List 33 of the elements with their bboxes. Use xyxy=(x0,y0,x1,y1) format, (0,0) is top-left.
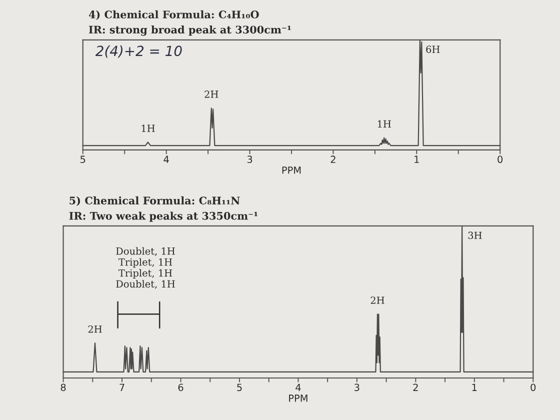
x-tick-label: 1 xyxy=(414,156,419,163)
annotation: Triplet, 1H xyxy=(118,258,172,268)
chart-title: 5) Chemical Formula: C₈H₁₁N xyxy=(70,196,240,206)
chart-subtitle: IR: strong broad peak at 3300cm⁻¹ xyxy=(88,26,291,36)
annotation: Triplet, 1H xyxy=(118,269,172,279)
x-tick-label: 4 xyxy=(296,384,301,391)
annotation: 2(4)+2 = 10 xyxy=(95,45,182,58)
annotation: 2H xyxy=(88,325,102,333)
x-axis-title: PPM xyxy=(282,166,301,174)
x-axis-title: PPM xyxy=(289,394,308,402)
x-tick-label: 3 xyxy=(247,156,252,164)
x-tick-label: 5 xyxy=(237,384,242,392)
chart-title: 4) Chemical Formula: C₄H₁₀O xyxy=(88,10,259,20)
annotation: Doublet, 1H xyxy=(116,247,175,256)
annotation: 1H xyxy=(378,120,391,128)
x-tick-label: 6 xyxy=(178,384,184,392)
annotation: 3H xyxy=(468,232,482,240)
annotation: 6H xyxy=(426,46,440,53)
x-tick-label: 1 xyxy=(472,384,477,391)
x-tick-label: 3 xyxy=(354,384,360,392)
x-tick-label: 0 xyxy=(498,156,503,164)
annotation: 2H xyxy=(370,296,384,304)
annotation: 2H xyxy=(204,90,218,98)
chart-subtitle: IR: Two weak peaks at 3350cm⁻¹ xyxy=(69,212,258,222)
x-tick-label: 0 xyxy=(530,384,536,392)
x-tick-label: 5 xyxy=(80,156,86,164)
x-tick-label: 4 xyxy=(164,156,169,163)
x-tick-label: 2 xyxy=(330,156,336,163)
x-tick-label: 2 xyxy=(413,384,418,391)
annotation: Doublet, 1H xyxy=(116,280,175,289)
annotation: 1H xyxy=(142,124,155,132)
x-tick-label: 7 xyxy=(120,384,124,391)
x-tick-label: 8 xyxy=(60,384,66,392)
